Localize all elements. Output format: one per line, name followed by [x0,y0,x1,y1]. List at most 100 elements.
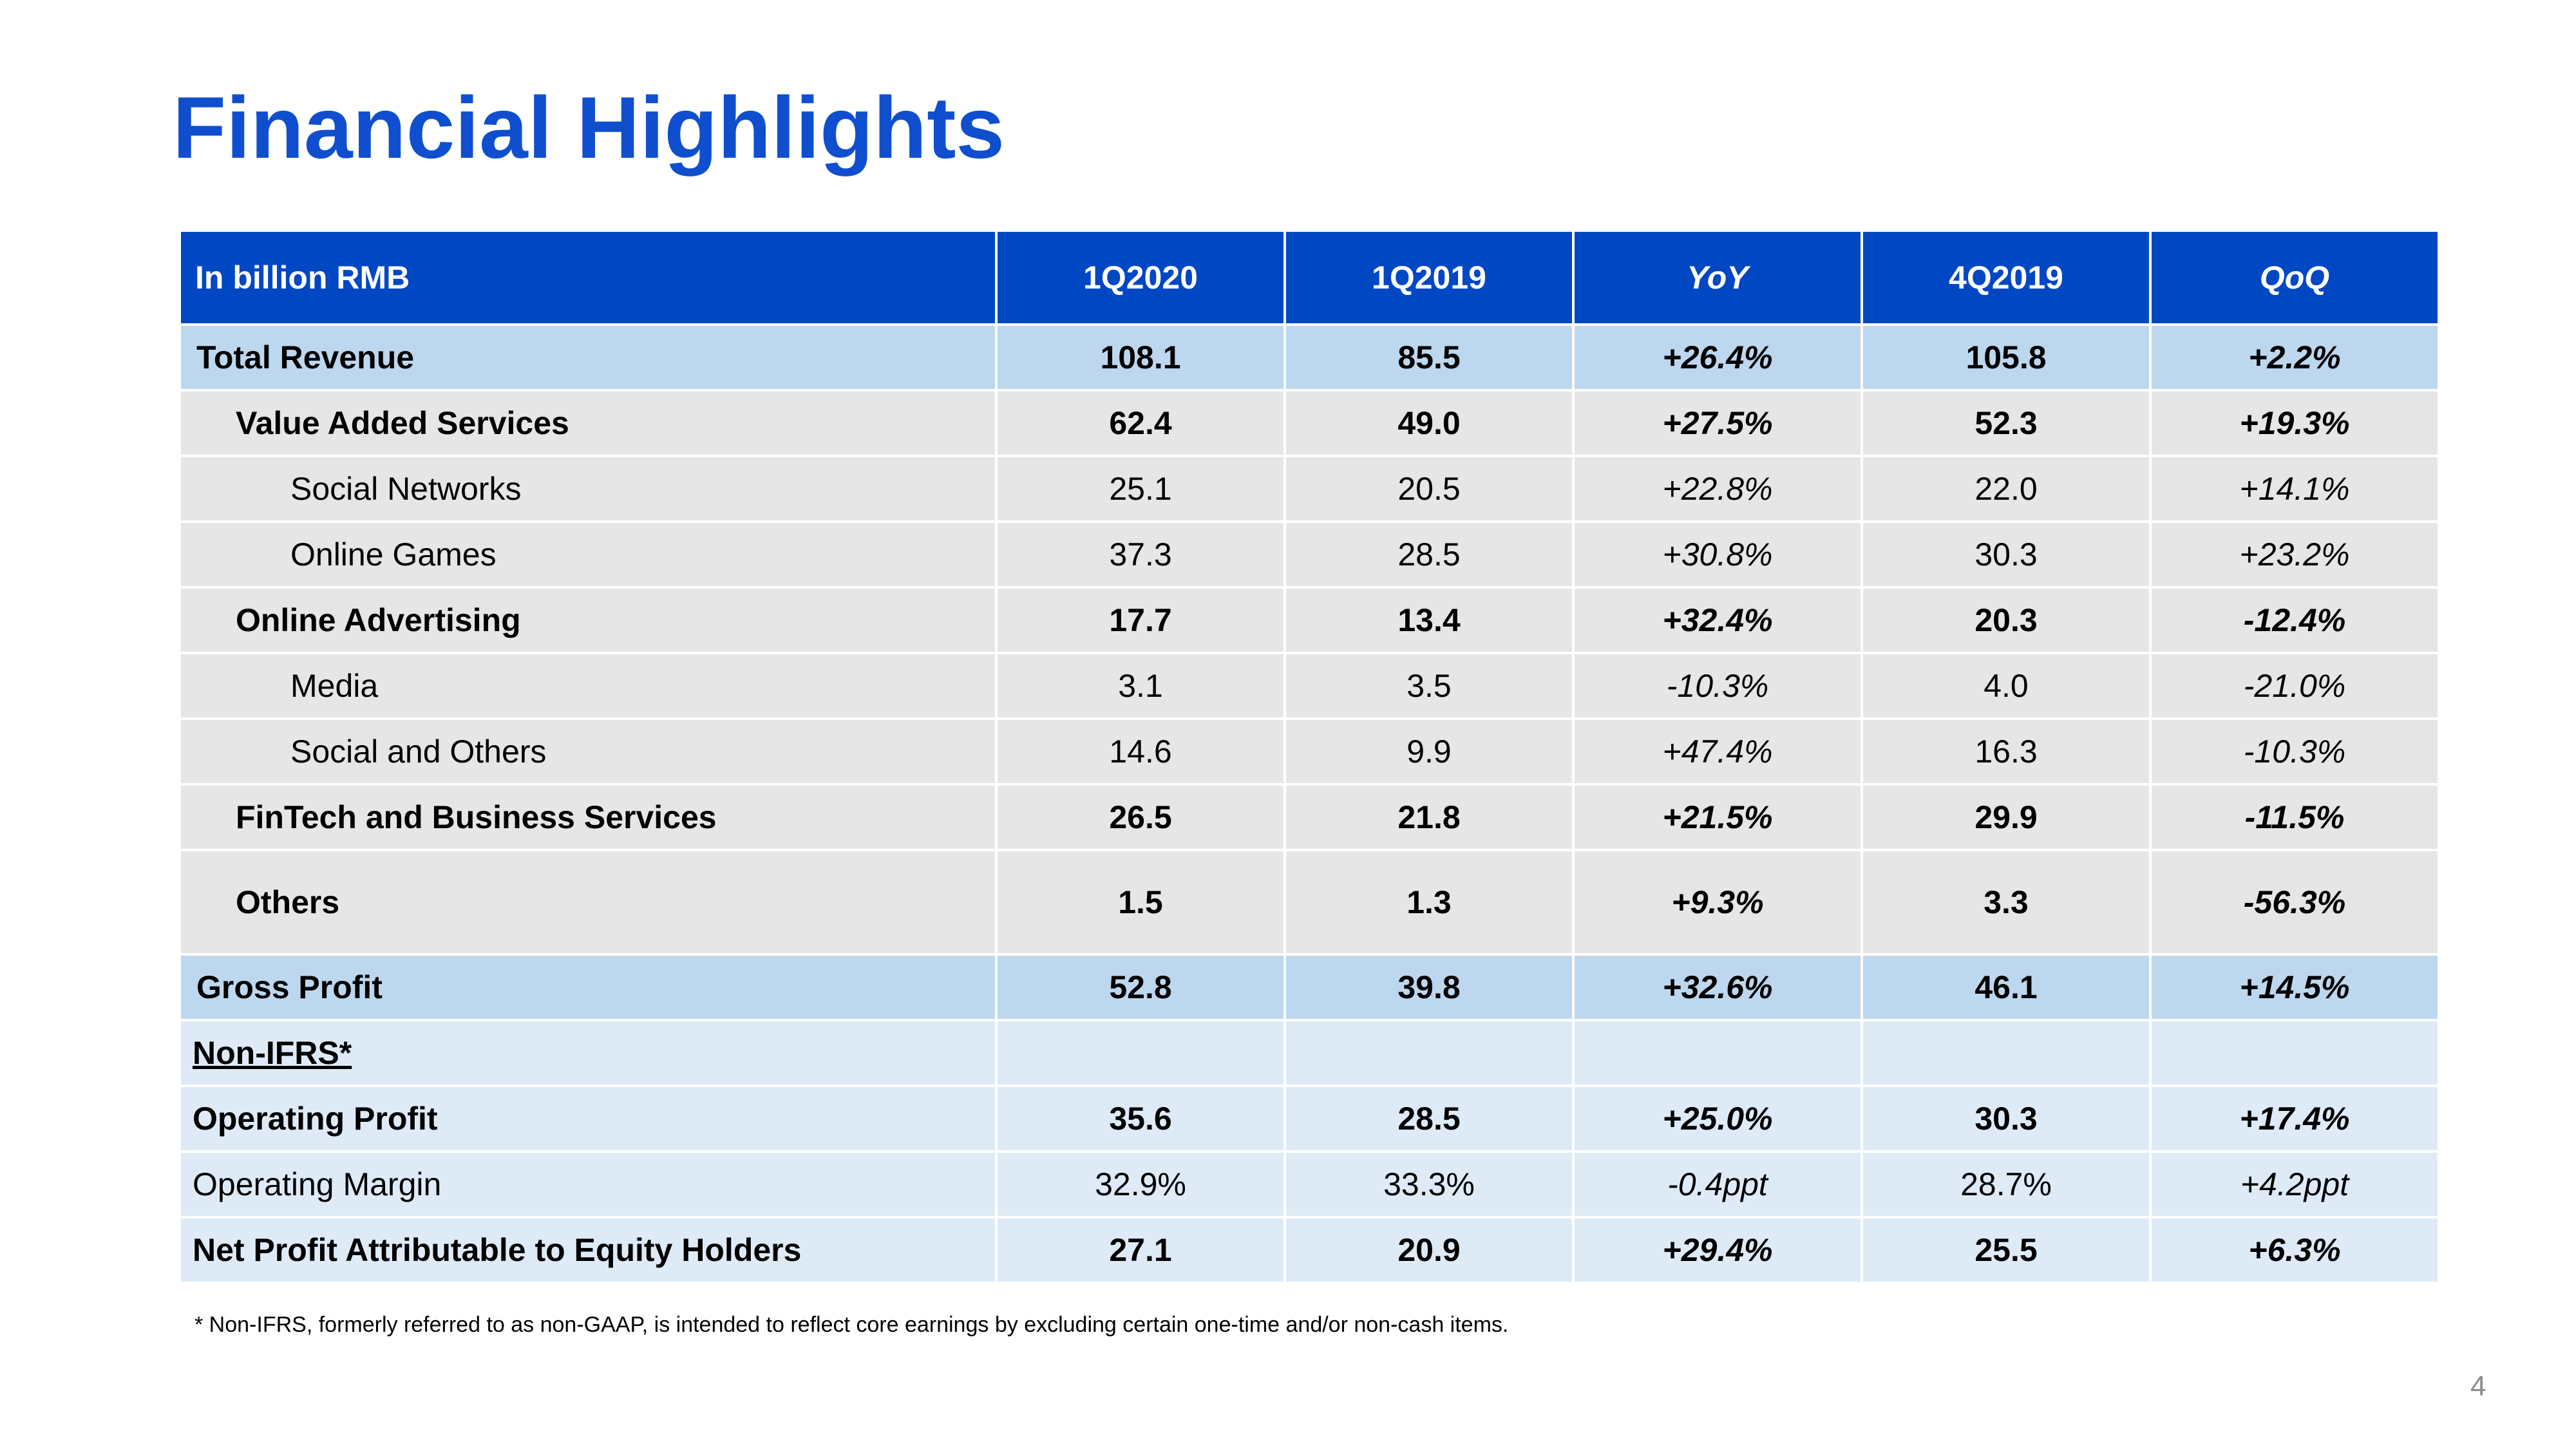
cell-1q2019: 28.5 [1283,1084,1575,1153]
cell-4q2019: 30.3 [1861,1084,2152,1153]
cell-1q2019: 20.5 [1283,455,1575,523]
cell-1q2019: 85.5 [1283,323,1575,392]
cell-qoq: -21.0% [2149,652,2440,720]
cell-1q2019: 20.9 [1283,1216,1575,1284]
row-label: Others [178,849,998,956]
row-label: Net Profit Attributable to Equity Holder… [178,1216,998,1284]
header-1q2020: 1Q2020 [995,229,1286,326]
cell-qoq: +6.3% [2149,1216,2440,1284]
cell-1q2020: 37.3 [995,520,1286,589]
cell-1q2020: 62.4 [995,389,1286,457]
cell-1q2020: 1.5 [995,849,1286,956]
row-label: Total Revenue [178,323,998,392]
row-gross-profit: Gross Profit 52.8 39.8 +32.6% 46.1 +14.5… [178,953,2440,1021]
cell-yoy: +9.3% [1572,849,1863,956]
cell-qoq: +4.2ppt [2149,1150,2440,1218]
row-label: Value Added Services [178,389,998,457]
row-social-networks: Social Networks 25.1 20.5 +22.8% 22.0 +1… [178,455,2440,523]
cell-4q2019: 25.5 [1861,1216,2152,1284]
cell-yoy: +32.4% [1572,586,1863,654]
cell-yoy: +32.6% [1572,953,1863,1021]
cell-1q2019: 28.5 [1283,520,1575,589]
cell-1q2020: 52.8 [995,953,1286,1021]
row-label: Operating Profit [178,1084,998,1153]
row-media: Media 3.1 3.5 -10.3% 4.0 -21.0% [178,652,2440,720]
header-unit: In billion RMB [178,229,998,326]
row-label: Social and Others [178,717,998,786]
footnote: * Non-IFRS, formerly referred to as non-… [194,1312,1509,1337]
header-1q2019: 1Q2019 [1283,229,1575,326]
header-4q2019: 4Q2019 [1861,229,2152,326]
cell-yoy: +21.5% [1572,783,1863,851]
cell-qoq: +23.2% [2149,520,2440,589]
cell-qoq: -56.3% [2149,849,2440,956]
cell-4q2019: 30.3 [1861,520,2152,589]
cell-1q2019: 21.8 [1283,783,1575,851]
cell-4q2019: 3.3 [1861,849,2152,956]
cell-4q2019: 46.1 [1861,953,2152,1021]
cell-qoq: -10.3% [2149,717,2440,786]
cell-4q2019: 4.0 [1861,652,2152,720]
row-online-games: Online Games 37.3 28.5 +30.8% 30.3 +23.2… [178,520,2440,589]
header-qoq: QoQ [2149,229,2440,326]
cell-yoy: +30.8% [1572,520,1863,589]
cell-qoq [2149,1019,2440,1087]
cell-1q2020: 27.1 [995,1216,1286,1284]
cell-qoq: +2.2% [2149,323,2440,392]
cell-yoy: +22.8% [1572,455,1863,523]
row-operating-margin: Operating Margin 32.9% 33.3% -0.4ppt 28.… [178,1150,2440,1218]
cell-4q2019 [1861,1019,2152,1087]
cell-4q2019: 52.3 [1861,389,2152,457]
row-online-advertising: Online Advertising 17.7 13.4 +32.4% 20.3… [178,586,2440,654]
row-label: Media [178,652,998,720]
cell-4q2019: 105.8 [1861,323,2152,392]
cell-yoy: +27.5% [1572,389,1863,457]
row-label: Online Games [178,520,998,589]
cell-qoq: +19.3% [2149,389,2440,457]
row-operating-profit: Operating Profit 35.6 28.5 +25.0% 30.3 +… [178,1084,2440,1153]
row-non-ifrs-heading: Non-IFRS* [178,1019,2440,1087]
row-social-and-others: Social and Others 14.6 9.9 +47.4% 16.3 -… [178,717,2440,786]
cell-qoq: +14.5% [2149,953,2440,1021]
cell-4q2019: 28.7% [1861,1150,2152,1218]
cell-1q2019: 49.0 [1283,389,1575,457]
cell-1q2019: 9.9 [1283,717,1575,786]
cell-1q2019: 13.4 [1283,586,1575,654]
row-label: FinTech and Business Services [178,783,998,851]
cell-1q2020: 35.6 [995,1084,1286,1153]
row-label: Operating Margin [178,1150,998,1218]
cell-1q2020: 26.5 [995,783,1286,851]
cell-yoy: -10.3% [1572,652,1863,720]
cell-qoq: +14.1% [2149,455,2440,523]
cell-1q2019 [1283,1019,1575,1087]
row-others: Others 1.5 1.3 +9.3% 3.3 -56.3% [178,849,2440,956]
cell-yoy: +26.4% [1572,323,1863,392]
cell-4q2019: 29.9 [1861,783,2152,851]
cell-1q2019: 39.8 [1283,953,1575,1021]
header-yoy: YoY [1572,229,1863,326]
cell-4q2019: 20.3 [1861,586,2152,654]
table-header-row: In billion RMB 1Q2020 1Q2019 YoY 4Q2019 … [178,229,2440,326]
cell-yoy: +25.0% [1572,1084,1863,1153]
page-title: Financial Highlights [173,79,1005,176]
cell-yoy: -0.4ppt [1572,1150,1863,1218]
non-ifrs-label: Non-IFRS* [193,1035,352,1071]
cell-yoy: +47.4% [1572,717,1863,786]
cell-1q2020: 14.6 [995,717,1286,786]
cell-1q2020: 25.1 [995,455,1286,523]
page-number: 4 [2470,1370,2486,1402]
cell-1q2019: 1.3 [1283,849,1575,956]
row-label: Non-IFRS* [178,1019,998,1087]
financial-table: In billion RMB 1Q2020 1Q2019 YoY 4Q2019 … [178,229,2440,1284]
row-label: Online Advertising [178,586,998,654]
row-net-profit: Net Profit Attributable to Equity Holder… [178,1216,2440,1284]
cell-qoq: +17.4% [2149,1084,2440,1153]
row-fintech-business-services: FinTech and Business Services 26.5 21.8 … [178,783,2440,851]
cell-1q2020: 17.7 [995,586,1286,654]
cell-qoq: -11.5% [2149,783,2440,851]
cell-4q2019: 22.0 [1861,455,2152,523]
cell-4q2019: 16.3 [1861,717,2152,786]
cell-1q2020: 108.1 [995,323,1286,392]
cell-yoy: +29.4% [1572,1216,1863,1284]
cell-qoq: -12.4% [2149,586,2440,654]
